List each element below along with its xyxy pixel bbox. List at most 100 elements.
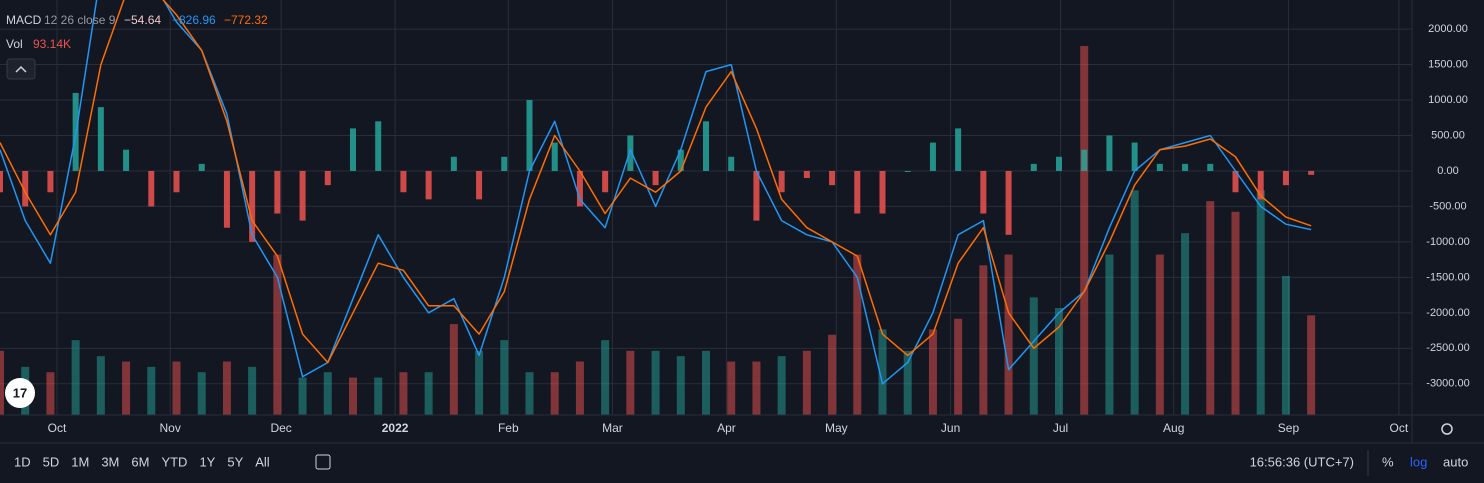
volume-bar bbox=[96, 356, 105, 415]
y-tick-label: 1500.00 bbox=[1428, 58, 1468, 70]
volume-value: 93.14K bbox=[33, 37, 71, 51]
histogram-bar bbox=[526, 100, 533, 171]
date-range-icon[interactable] bbox=[315, 454, 331, 470]
volume-bar bbox=[550, 372, 559, 415]
volume-bar bbox=[122, 361, 131, 415]
histogram-bar bbox=[879, 170, 886, 214]
volume-bar bbox=[248, 366, 257, 415]
volume-bar bbox=[46, 372, 55, 415]
histogram-bar bbox=[929, 142, 936, 171]
volume-bar bbox=[777, 356, 786, 415]
x-tick-label: Feb bbox=[498, 421, 519, 435]
volume-bar bbox=[0, 350, 4, 415]
volume-bar bbox=[1080, 45, 1089, 415]
histogram-bar bbox=[829, 170, 836, 186]
histogram-bar bbox=[980, 170, 987, 214]
range-button[interactable]: 1Y bbox=[199, 454, 215, 469]
logo-mark: 17 bbox=[13, 385, 27, 400]
settings-icon[interactable] bbox=[1441, 423, 1453, 435]
histogram-bar bbox=[955, 128, 962, 171]
range-button[interactable]: YTD bbox=[161, 454, 187, 469]
histogram-bar bbox=[375, 121, 382, 171]
histogram-bar bbox=[198, 163, 205, 171]
x-tick-label: Mar bbox=[602, 421, 623, 435]
logo bbox=[5, 378, 35, 408]
x-tick-label: Oct bbox=[48, 421, 67, 435]
y-tick-label: -3000.00 bbox=[1426, 378, 1469, 390]
range-button[interactable]: 5D bbox=[43, 454, 60, 469]
range-button[interactable]: 1D bbox=[14, 454, 31, 469]
volume-bar bbox=[475, 350, 484, 415]
volume-bar bbox=[626, 350, 635, 415]
histogram-bar bbox=[173, 170, 180, 193]
volume-bar bbox=[1307, 315, 1316, 415]
range-button[interactable]: 1M bbox=[71, 454, 89, 469]
volume-bar bbox=[802, 350, 811, 415]
volume-bar bbox=[979, 265, 988, 415]
range-button[interactable]: All bbox=[255, 454, 270, 469]
volume-bar bbox=[878, 329, 887, 415]
histogram-bar bbox=[1106, 135, 1113, 171]
histogram-bar bbox=[703, 121, 709, 171]
x-tick-label: Oct bbox=[1390, 421, 1409, 435]
volume-title: Vol bbox=[6, 37, 23, 51]
collapse-button[interactable] bbox=[6, 58, 36, 80]
range-button[interactable]: 6M bbox=[131, 454, 149, 469]
legend-value: −54.64 bbox=[124, 13, 161, 27]
volume-bar bbox=[172, 361, 181, 415]
volume-bar bbox=[374, 377, 383, 415]
volume-bar bbox=[903, 350, 912, 415]
histogram-bar bbox=[904, 170, 911, 172]
range-button[interactable]: 3M bbox=[101, 454, 119, 469]
histogram-bar bbox=[22, 170, 29, 207]
histogram-bar bbox=[1308, 170, 1315, 175]
percent-toggle[interactable]: % bbox=[1382, 454, 1394, 469]
auto-toggle[interactable]: auto bbox=[1443, 454, 1468, 469]
x-tick-label: Dec bbox=[270, 421, 291, 435]
histogram-bar bbox=[324, 170, 331, 186]
volume-bar bbox=[1181, 233, 1190, 415]
volume-bar bbox=[1281, 275, 1290, 415]
volume-bar bbox=[954, 318, 963, 415]
histogram-bar bbox=[1156, 163, 1163, 171]
volume-bar bbox=[1256, 190, 1265, 415]
histogram-bar bbox=[274, 170, 281, 214]
volume-bar bbox=[1029, 297, 1038, 415]
volume-bar bbox=[853, 254, 862, 415]
histogram-bar bbox=[501, 156, 508, 171]
histogram-bar bbox=[97, 107, 104, 171]
volume-bar bbox=[1231, 211, 1240, 415]
settings-icon-ring bbox=[1441, 423, 1453, 435]
volume-bar bbox=[651, 350, 660, 415]
histogram-bar bbox=[728, 156, 735, 171]
volume-bar bbox=[1155, 254, 1164, 415]
histogram-bar bbox=[299, 170, 306, 221]
volume-bar bbox=[828, 334, 837, 415]
histogram-bar bbox=[652, 170, 659, 186]
volume-bar bbox=[1055, 308, 1063, 415]
indicator-line bbox=[0, 0, 1312, 385]
x-tick-label: May bbox=[825, 421, 848, 435]
histogram-bar bbox=[1005, 170, 1012, 235]
x-tick-label: Aug bbox=[1163, 421, 1184, 435]
volume-bar bbox=[449, 324, 458, 415]
x-tick-label: Sep bbox=[1278, 421, 1300, 435]
volume-bar bbox=[349, 377, 357, 415]
range-button[interactable]: 5Y bbox=[227, 454, 243, 469]
volume-bar bbox=[197, 372, 206, 415]
histogram-bar bbox=[854, 170, 861, 214]
histogram-bar bbox=[450, 156, 457, 171]
histogram-bar bbox=[1081, 149, 1088, 171]
histogram-bar bbox=[1257, 170, 1264, 200]
histogram-bar bbox=[1282, 170, 1289, 186]
histogram-bar bbox=[1056, 156, 1062, 171]
x-tick-label: Jun bbox=[941, 421, 960, 435]
y-tick-label: 0.00 bbox=[1437, 165, 1458, 177]
indicator-line bbox=[0, 0, 1312, 364]
volume-bar bbox=[727, 361, 736, 415]
y-tick-label: -2500.00 bbox=[1426, 342, 1469, 354]
y-tick-label: 1000.00 bbox=[1428, 94, 1468, 106]
log-toggle[interactable]: log bbox=[1410, 454, 1427, 469]
histogram-bar bbox=[1182, 163, 1189, 171]
volume-bar bbox=[676, 356, 685, 415]
